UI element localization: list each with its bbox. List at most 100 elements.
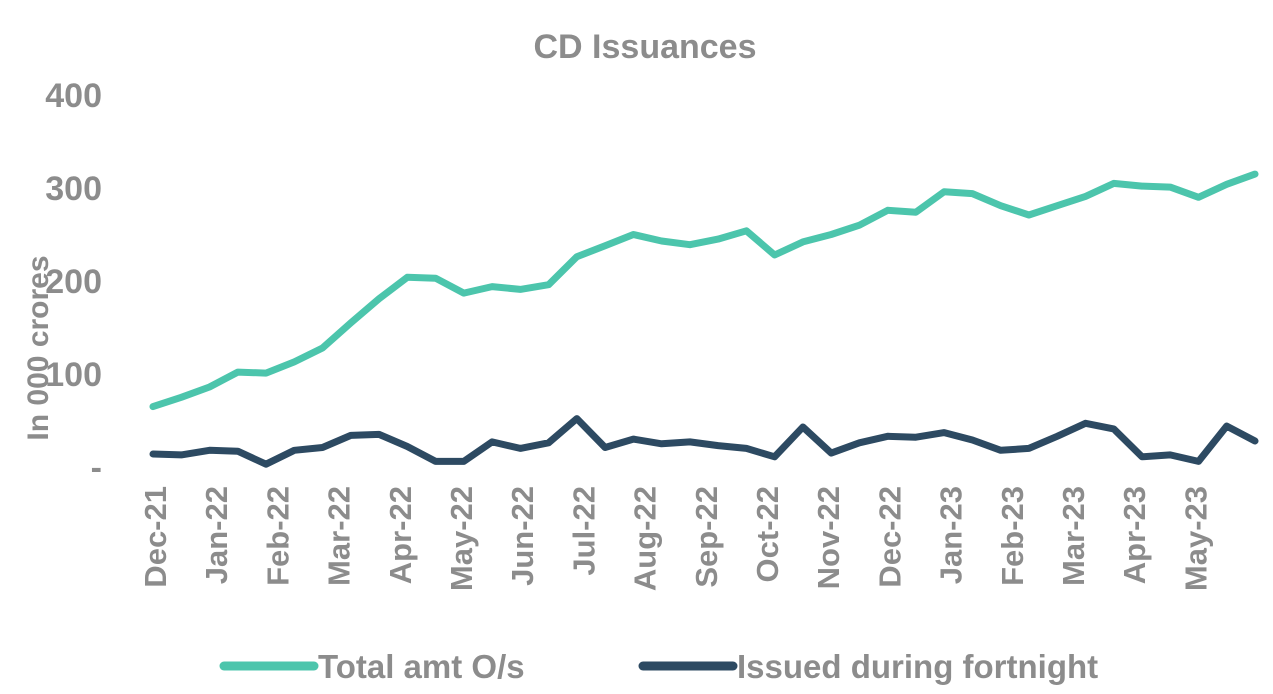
data-point-series-0 xyxy=(179,395,183,399)
data-point-series-0 xyxy=(405,275,409,279)
data-point-series-1 xyxy=(518,446,522,450)
data-point-series-1 xyxy=(292,448,296,452)
legend: Total amt O/s Issued during fortnight xyxy=(219,648,1098,685)
plot-area xyxy=(149,170,1259,468)
x-tick-label: Aug-22 xyxy=(628,486,663,591)
data-point-series-1 xyxy=(914,435,918,439)
data-point-series-0 xyxy=(1225,182,1229,186)
x-tick-label: Sep-22 xyxy=(689,486,724,588)
data-point-series-1 xyxy=(1027,446,1031,450)
data-point-series-0 xyxy=(942,190,946,194)
data-point-series-1 xyxy=(1225,424,1229,428)
data-point-series-1 xyxy=(857,441,861,445)
legend-label-issued-during-fortnight: Issued during fortnight xyxy=(737,648,1098,685)
y-axis-ticks: - 100 200 300 400 xyxy=(45,77,102,487)
data-point-series-1 xyxy=(999,448,1003,452)
y-tick-label: 400 xyxy=(45,77,102,115)
data-point-series-0 xyxy=(575,255,579,259)
data-point-series-0 xyxy=(660,239,664,243)
data-point-series-0 xyxy=(321,346,324,350)
data-point-series-0 xyxy=(603,244,607,248)
x-tick-label: Jan-23 xyxy=(934,486,969,584)
data-point-series-0 xyxy=(999,204,1003,208)
data-point-series-1 xyxy=(264,462,268,466)
data-point-series-0 xyxy=(236,370,240,374)
data-point-series-1 xyxy=(773,455,777,459)
data-point-series-1 xyxy=(970,438,974,442)
data-point-series-0 xyxy=(773,253,777,257)
data-point-series-0 xyxy=(151,405,155,409)
x-tick-label: Apr-22 xyxy=(383,486,418,584)
data-point-series-1 xyxy=(660,442,664,446)
data-point-series-0 xyxy=(264,371,268,375)
data-point-series-0 xyxy=(377,297,381,301)
x-tick-label: Feb-23 xyxy=(995,486,1030,586)
data-point-series-0 xyxy=(829,233,833,236)
data-point-series-1 xyxy=(801,425,805,429)
legend-label-total-amt-os: Total amt O/s xyxy=(318,648,525,685)
data-point-series-0 xyxy=(349,321,353,325)
data-point-series-0 xyxy=(434,276,438,280)
data-point-series-1 xyxy=(1140,455,1144,459)
data-point-series-1 xyxy=(716,444,720,448)
data-point-series-1 xyxy=(377,432,381,436)
x-tick-label: May-22 xyxy=(444,486,479,591)
data-point-series-1 xyxy=(631,437,635,441)
x-tick-label: Mar-23 xyxy=(1056,486,1091,586)
data-point-series-1 xyxy=(1168,453,1172,457)
data-point-series-1 xyxy=(462,459,466,463)
data-point-series-1 xyxy=(490,440,494,444)
y-tick-label: 200 xyxy=(45,263,102,301)
data-point-series-0 xyxy=(688,243,692,247)
x-tick-label: Jan-22 xyxy=(199,486,234,584)
data-point-series-0 xyxy=(886,208,890,212)
data-point-series-0 xyxy=(914,210,918,214)
data-point-series-0 xyxy=(857,223,861,227)
data-point-series-1 xyxy=(236,449,240,453)
data-point-series-1 xyxy=(744,446,748,450)
y-axis-label: In 000 crores xyxy=(22,255,55,440)
data-point-series-0 xyxy=(631,233,635,236)
x-tick-label: Jul-22 xyxy=(566,486,601,576)
data-point-series-0 xyxy=(1027,213,1031,217)
data-point-series-1 xyxy=(321,446,324,449)
x-tick-label: May-23 xyxy=(1178,486,1213,591)
data-point-series-1 xyxy=(349,433,353,437)
data-point-series-1 xyxy=(1253,439,1257,443)
x-tick-label: Dec-21 xyxy=(138,486,173,588)
data-point-series-1 xyxy=(1055,434,1059,438)
data-point-series-1 xyxy=(405,445,409,448)
data-point-series-0 xyxy=(462,291,466,295)
data-point-series-0 xyxy=(1084,194,1087,198)
data-point-series-0 xyxy=(801,240,805,244)
x-tick-label: Feb-22 xyxy=(260,486,295,586)
data-point-series-0 xyxy=(490,285,494,289)
data-point-series-1 xyxy=(575,417,579,421)
data-point-series-0 xyxy=(518,287,522,291)
x-tick-label: Apr-23 xyxy=(1117,486,1152,584)
x-tick-label: Nov-22 xyxy=(811,486,846,589)
y-tick-label: 300 xyxy=(45,170,102,208)
data-point-series-1 xyxy=(547,441,551,445)
x-axis-ticks: Dec-21 Jan-22 Feb-22 Mar-22 Apr-22 May-22 Jun-… xyxy=(138,486,1213,591)
data-point-series-0 xyxy=(1140,184,1144,188)
data-point-series-1 xyxy=(151,452,155,456)
x-tick-label: Jun-22 xyxy=(505,486,540,586)
data-point-series-1 xyxy=(1084,421,1087,425)
x-tick-label: Dec-22 xyxy=(872,486,907,588)
data-point-series-1 xyxy=(886,434,890,438)
data-point-series-0 xyxy=(547,283,551,287)
data-point-series-0 xyxy=(1197,195,1200,199)
data-point-series-0 xyxy=(1055,204,1059,208)
x-tick-label: Oct-22 xyxy=(750,486,785,582)
y-tick-label: 100 xyxy=(45,356,102,394)
data-point-series-0 xyxy=(1168,185,1172,189)
data-point-series-1 xyxy=(829,451,833,455)
data-point-series-0 xyxy=(292,360,296,364)
data-point-series-0 xyxy=(1253,172,1257,176)
data-point-series-0 xyxy=(744,229,748,233)
data-point-series-1 xyxy=(208,448,211,452)
data-point-series-0 xyxy=(970,192,974,196)
data-point-series-1 xyxy=(942,431,946,435)
data-point-series-1 xyxy=(179,453,183,457)
